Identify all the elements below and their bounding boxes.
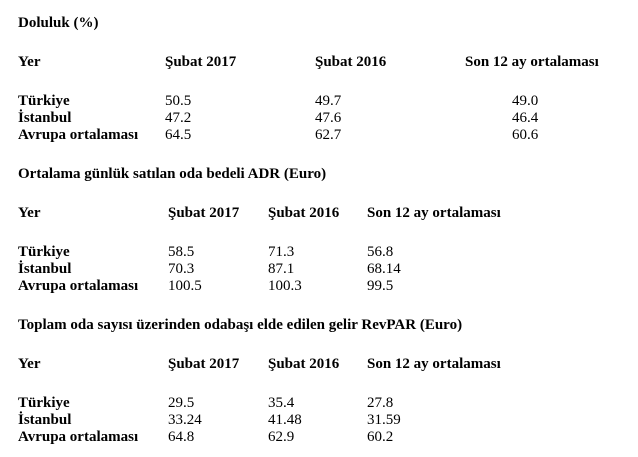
row-label: Türkiye xyxy=(18,93,70,109)
cell-value: 35.4 xyxy=(268,395,295,411)
cell-value: 47.6 xyxy=(315,110,342,126)
cell-value: 60.6 xyxy=(512,127,539,143)
cell-value: 68.14 xyxy=(367,261,401,277)
cell-value: 46.4 xyxy=(512,110,539,126)
cell-value: 64.5 xyxy=(165,127,192,143)
column-header-subat-2016: Şubat 2016 xyxy=(268,205,340,221)
column-header-subat-2017: Şubat 2017 xyxy=(168,356,240,372)
cell-value: 60.2 xyxy=(367,429,394,445)
cell-value: 49.7 xyxy=(315,93,342,109)
table-row: Avrupa ortalaması 64.8 62.9 60.2 xyxy=(18,429,630,446)
column-header-yer: Yer xyxy=(18,356,41,372)
column-header-son-12-ay: Son 12 ay ortalaması xyxy=(465,54,599,70)
cell-value: 31.59 xyxy=(367,412,401,428)
table-row: Avrupa ortalaması 64.5 62.7 60.6 xyxy=(18,127,630,144)
cell-value: 99.5 xyxy=(367,278,394,294)
table-header-row: Yer Şubat 2017 Şubat 2016 Son 12 ay orta… xyxy=(18,205,630,222)
table-row: Türkiye 58.5 71.3 56.8 xyxy=(18,244,630,261)
row-label: Avrupa ortalaması xyxy=(18,278,139,294)
section-adr: Ortalama günlük satılan oda bedeli ADR (… xyxy=(18,166,630,295)
cell-value: 49.0 xyxy=(512,93,539,109)
cell-value: 41.48 xyxy=(268,412,302,428)
table-header-row: Yer Şubat 2017 Şubat 2016 Son 12 ay orta… xyxy=(18,54,630,71)
row-label: Türkiye xyxy=(18,395,70,411)
column-header-yer: Yer xyxy=(18,205,41,221)
section-title: Doluluk (%) xyxy=(18,15,99,31)
row-label: Türkiye xyxy=(18,244,70,260)
column-header-subat-2017: Şubat 2017 xyxy=(165,54,237,70)
cell-value: 64.8 xyxy=(168,429,195,445)
row-label: İstanbul xyxy=(18,261,72,277)
cell-value: 58.5 xyxy=(168,244,195,260)
column-header-son-12-ay: Son 12 ay ortalaması xyxy=(367,205,501,221)
cell-value: 100.3 xyxy=(268,278,302,294)
table-row: İstanbul 33.24 41.48 31.59 xyxy=(18,412,630,429)
row-label: Avrupa ortalaması xyxy=(18,127,139,143)
cell-value: 33.24 xyxy=(168,412,202,428)
table-header-row: Yer Şubat 2017 Şubat 2016 Son 12 ay orta… xyxy=(18,356,630,373)
cell-value: 27.8 xyxy=(367,395,394,411)
section-title: Toplam oda sayısı üzerinden odabaşı elde… xyxy=(18,317,463,333)
cell-value: 70.3 xyxy=(168,261,195,277)
table-row: Türkiye 50.5 49.7 49.0 xyxy=(18,93,630,110)
column-header-subat-2017: Şubat 2017 xyxy=(168,205,240,221)
cell-value: 56.8 xyxy=(367,244,394,260)
cell-value: 62.7 xyxy=(315,127,342,143)
section-occupancy: Doluluk (%) Yer Şubat 2017 Şubat 2016 So… xyxy=(18,15,630,144)
table-row: İstanbul 70.3 87.1 68.14 xyxy=(18,261,630,278)
section-revpar: Toplam oda sayısı üzerinden odabaşı elde… xyxy=(18,317,630,446)
cell-value: 87.1 xyxy=(268,261,295,277)
row-label: İstanbul xyxy=(18,412,72,428)
row-label: İstanbul xyxy=(18,110,72,126)
row-label: Avrupa ortalaması xyxy=(18,429,139,445)
table-row: Türkiye 29.5 35.4 27.8 xyxy=(18,395,630,412)
section-title: Ortalama günlük satılan oda bedeli ADR (… xyxy=(18,166,327,182)
cell-value: 100.5 xyxy=(168,278,202,294)
cell-value: 62.9 xyxy=(268,429,295,445)
column-header-son-12-ay: Son 12 ay ortalaması xyxy=(367,356,501,372)
column-header-subat-2016: Şubat 2016 xyxy=(315,54,387,70)
cell-value: 29.5 xyxy=(168,395,195,411)
cell-value: 50.5 xyxy=(165,93,192,109)
table-row: İstanbul 47.2 47.6 46.4 xyxy=(18,110,630,127)
cell-value: 47.2 xyxy=(165,110,192,126)
cell-value: 71.3 xyxy=(268,244,295,260)
document: Doluluk (%) Yer Şubat 2017 Şubat 2016 So… xyxy=(18,15,630,446)
column-header-yer: Yer xyxy=(18,54,41,70)
table-row: Avrupa ortalaması 100.5 100.3 99.5 xyxy=(18,278,630,295)
column-header-subat-2016: Şubat 2016 xyxy=(268,356,340,372)
